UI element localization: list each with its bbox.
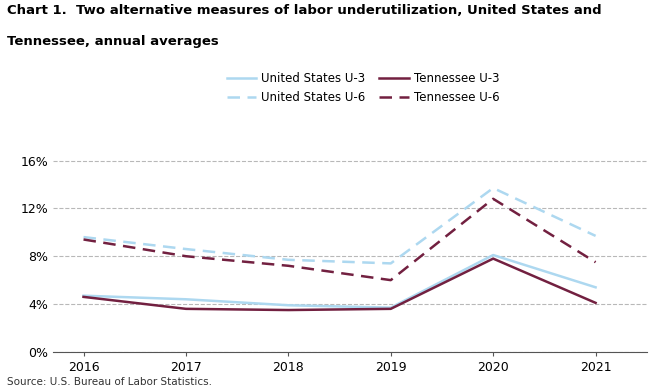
Text: Tennessee, annual averages: Tennessee, annual averages xyxy=(7,35,218,48)
Legend: United States U-3, United States U-6, Tennessee U-3, Tennessee U-6: United States U-3, United States U-6, Te… xyxy=(227,72,499,104)
Text: Source: U.S. Bureau of Labor Statistics.: Source: U.S. Bureau of Labor Statistics. xyxy=(7,377,212,387)
Text: Chart 1.  Two alternative measures of labor underutilization, United States and: Chart 1. Two alternative measures of lab… xyxy=(7,4,601,17)
